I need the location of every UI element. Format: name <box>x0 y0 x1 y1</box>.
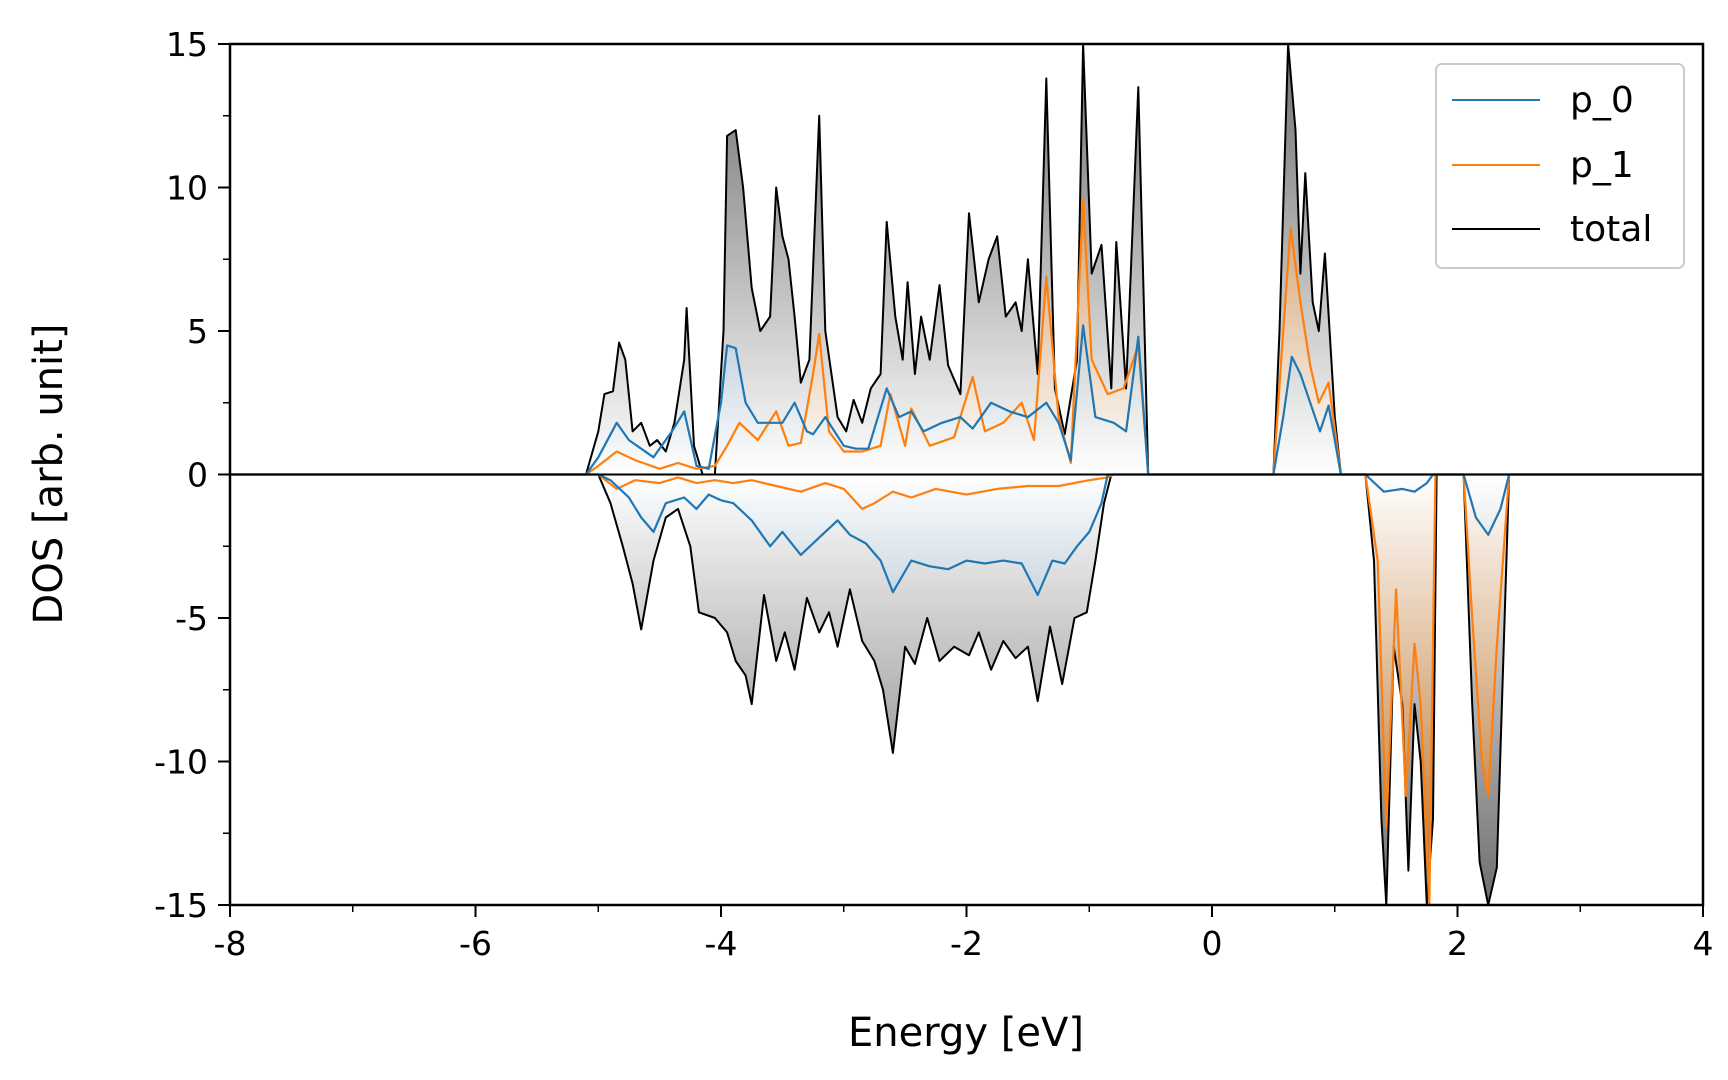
y-tick-label: 15 <box>166 25 208 64</box>
x-tick-label: 2 <box>1447 924 1468 963</box>
x-tick-label: 0 <box>1202 924 1223 963</box>
line-p0-spin-down <box>230 473 1703 597</box>
line-total-spin-up <box>230 44 1703 476</box>
y-tick-label: -10 <box>154 743 208 782</box>
fill-p0-spin-up <box>230 325 1703 475</box>
y-tick-label: 5 <box>187 312 208 351</box>
fill-total-spin-up <box>230 44 1703 475</box>
y-axis-label: DOS [arb. unit] <box>26 324 72 625</box>
x-tick-label: 4 <box>1693 924 1714 963</box>
line-total-spin-down <box>230 473 1703 905</box>
legend-label-total: total <box>1570 209 1652 250</box>
legend-box <box>1435 63 1685 269</box>
legend-label-p1: p_1 <box>1570 145 1634 186</box>
x-tick-label: -4 <box>705 924 738 963</box>
axis-ticks: -8 -6 -4 -2 0 2 4 -15 -10 -5 0 5 10 15 <box>154 25 1713 963</box>
dos-lines <box>230 44 1703 905</box>
x-tick-label: -2 <box>950 924 983 963</box>
x-axis-label: Energy [eV] <box>848 1010 1084 1056</box>
plot-frame <box>228 42 1705 907</box>
fill-p1-spin-up <box>230 199 1703 475</box>
legend-label-p0: p_0 <box>1570 80 1634 121</box>
y-tick-label: 10 <box>166 169 208 208</box>
fill-p1-spin-down <box>230 474 1703 905</box>
y-tick-label: 0 <box>187 456 208 495</box>
x-tick-label: -8 <box>214 924 247 963</box>
y-tick-label: -5 <box>175 599 208 638</box>
x-tick-label: -6 <box>459 924 492 963</box>
y-tick-label: -15 <box>154 886 208 925</box>
legend: p_0 p_1 total <box>1435 63 1685 269</box>
fill-p0-spin-down <box>230 474 1703 595</box>
